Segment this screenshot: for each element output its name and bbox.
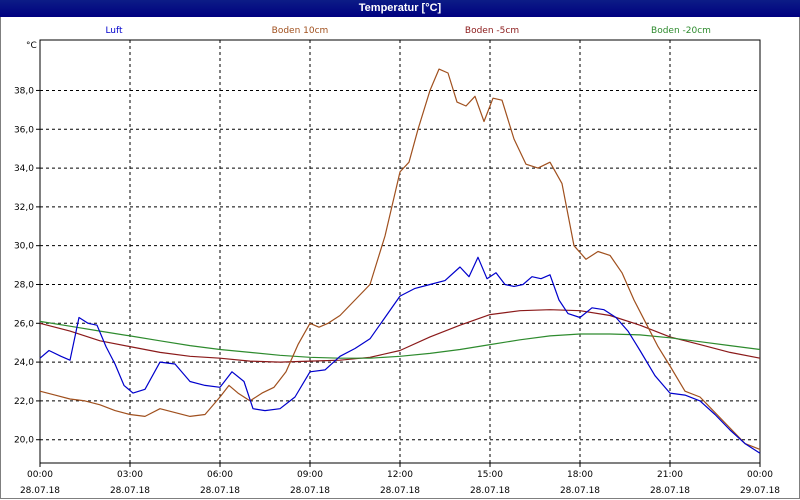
x-tick-time-label: 09:00 [297, 470, 323, 480]
x-tick-date-label: 28.07.18 [380, 486, 420, 496]
x-tick-date-label: 28.07.18 [200, 486, 240, 496]
legend: Luft Boden 10cm Boden -5cm Boden -20cm [105, 26, 711, 36]
x-tick-date-label: 28.07.18 [20, 486, 60, 496]
y-tick-label: 38,0 [14, 86, 34, 96]
series-line-boden-5cm [39, 309, 761, 363]
x-tick-time-label: 00:00 [747, 470, 773, 480]
x-tick-date-label: 29.07.18 [740, 486, 780, 496]
y-tick-label: 20,0 [14, 436, 34, 446]
x-tick-date-label: 28.07.18 [560, 486, 600, 496]
legend-entry: Boden -5cm [465, 26, 519, 36]
y-tick-label: 26,0 [14, 319, 34, 329]
x-tick-date-label: 28.07.18 [110, 486, 150, 496]
x-tick-time-label: 21:00 [657, 470, 683, 480]
y-axis: 20,0 22,0 24,0 26,0 28,0 30,0 32,0 34,0 36,0 38,0 [14, 86, 40, 446]
legend-entry: Boden -20cm [651, 26, 711, 36]
x-axis: 00:00 28.07.18 03:00 28.07.18 06:00 28.07.18 0… [20, 463, 780, 496]
y-tick-label: 30,0 [14, 242, 34, 252]
x-tick-date-label: 28.07.18 [470, 486, 510, 496]
window-title: Temperatur [°C] [358, 2, 442, 14]
series-line-boden-10cm [39, 68, 761, 450]
y-tick-label: 34,0 [14, 164, 34, 174]
y-tick-label: 28,0 [14, 280, 34, 290]
x-tick-time-label: 18:00 [567, 470, 593, 480]
series-lines [39, 68, 761, 454]
x-tick-date-label: 28.07.18 [650, 486, 690, 496]
x-tick-date-label: 28.07.18 [290, 486, 330, 496]
x-tick-time-label: 03:00 [117, 470, 143, 480]
x-tick-time-label: 00:00 [27, 470, 53, 480]
legend-entry: Luft [105, 26, 123, 36]
x-tick-time-label: 06:00 [207, 470, 233, 480]
series-line-boden-20cm [39, 320, 761, 359]
y-tick-label: 24,0 [14, 358, 34, 368]
y-tick-label: 36,0 [14, 125, 34, 135]
y-axis-unit-label: °C [26, 41, 37, 51]
x-tick-time-label: 12:00 [387, 470, 413, 480]
legend-entry: Boden 10cm [272, 26, 329, 36]
grid-lines [40, 40, 760, 463]
series-line-luft [39, 256, 761, 454]
window-title-bar: Temperatur [°C] [0, 0, 800, 17]
y-tick-label: 22,0 [14, 397, 34, 407]
x-tick-time-label: 15:00 [477, 470, 503, 480]
y-tick-label: 32,0 [14, 203, 34, 213]
